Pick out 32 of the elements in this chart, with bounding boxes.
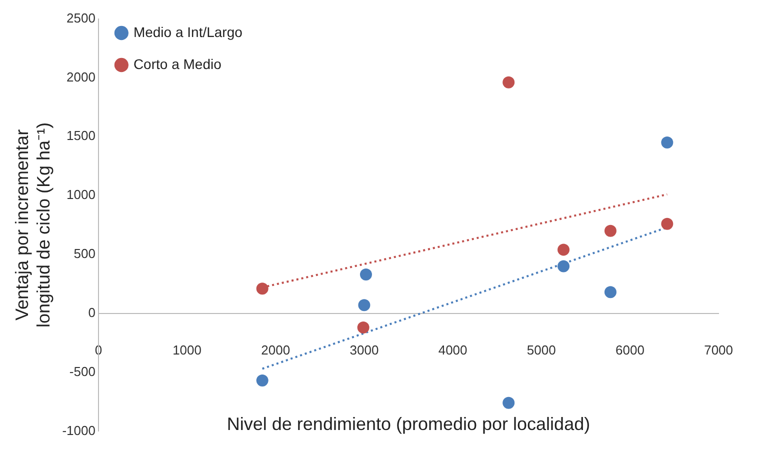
y-tick-label: 1500	[66, 128, 96, 144]
point	[357, 322, 370, 334]
y-tick-label: -1000	[62, 422, 96, 438]
point	[256, 374, 268, 387]
y-tick-label: 1000	[66, 187, 96, 202]
y-tick-label: -500	[69, 364, 96, 379]
point	[360, 268, 372, 280]
x-tick-label: 5000	[526, 342, 556, 358]
x-tick-label: 7000	[704, 342, 733, 358]
legend-label: Medio a Int/Largo	[133, 24, 243, 40]
point	[256, 282, 268, 295]
y-tick-label: 0	[88, 304, 96, 320]
point	[358, 299, 370, 312]
y-axis-title: Ventaja por incrementar longitud de ciclo (Kg ha⁻¹)	[12, 122, 54, 328]
point	[661, 136, 674, 149]
y-tick-label: 500	[74, 246, 96, 262]
point	[604, 286, 616, 298]
point	[558, 244, 570, 256]
x-tick-label: 6000	[615, 342, 644, 358]
x-tick-label: 3000	[350, 342, 379, 358]
point	[661, 218, 674, 230]
point	[558, 260, 570, 272]
x-tick-label: 2000	[261, 342, 290, 358]
x-axis-title: Nivel de rendimiento (promedio por localidad)	[226, 414, 590, 434]
y-tick-label: 2500	[66, 10, 96, 26]
x-tick-label: 4000	[438, 342, 468, 358]
legend-label: Corto a Medio	[133, 56, 222, 72]
point	[604, 224, 616, 237]
y-tick-label: 2000	[66, 69, 96, 84]
point	[502, 76, 515, 88]
x-tick-label: 1000	[172, 342, 202, 358]
point	[502, 396, 515, 409]
